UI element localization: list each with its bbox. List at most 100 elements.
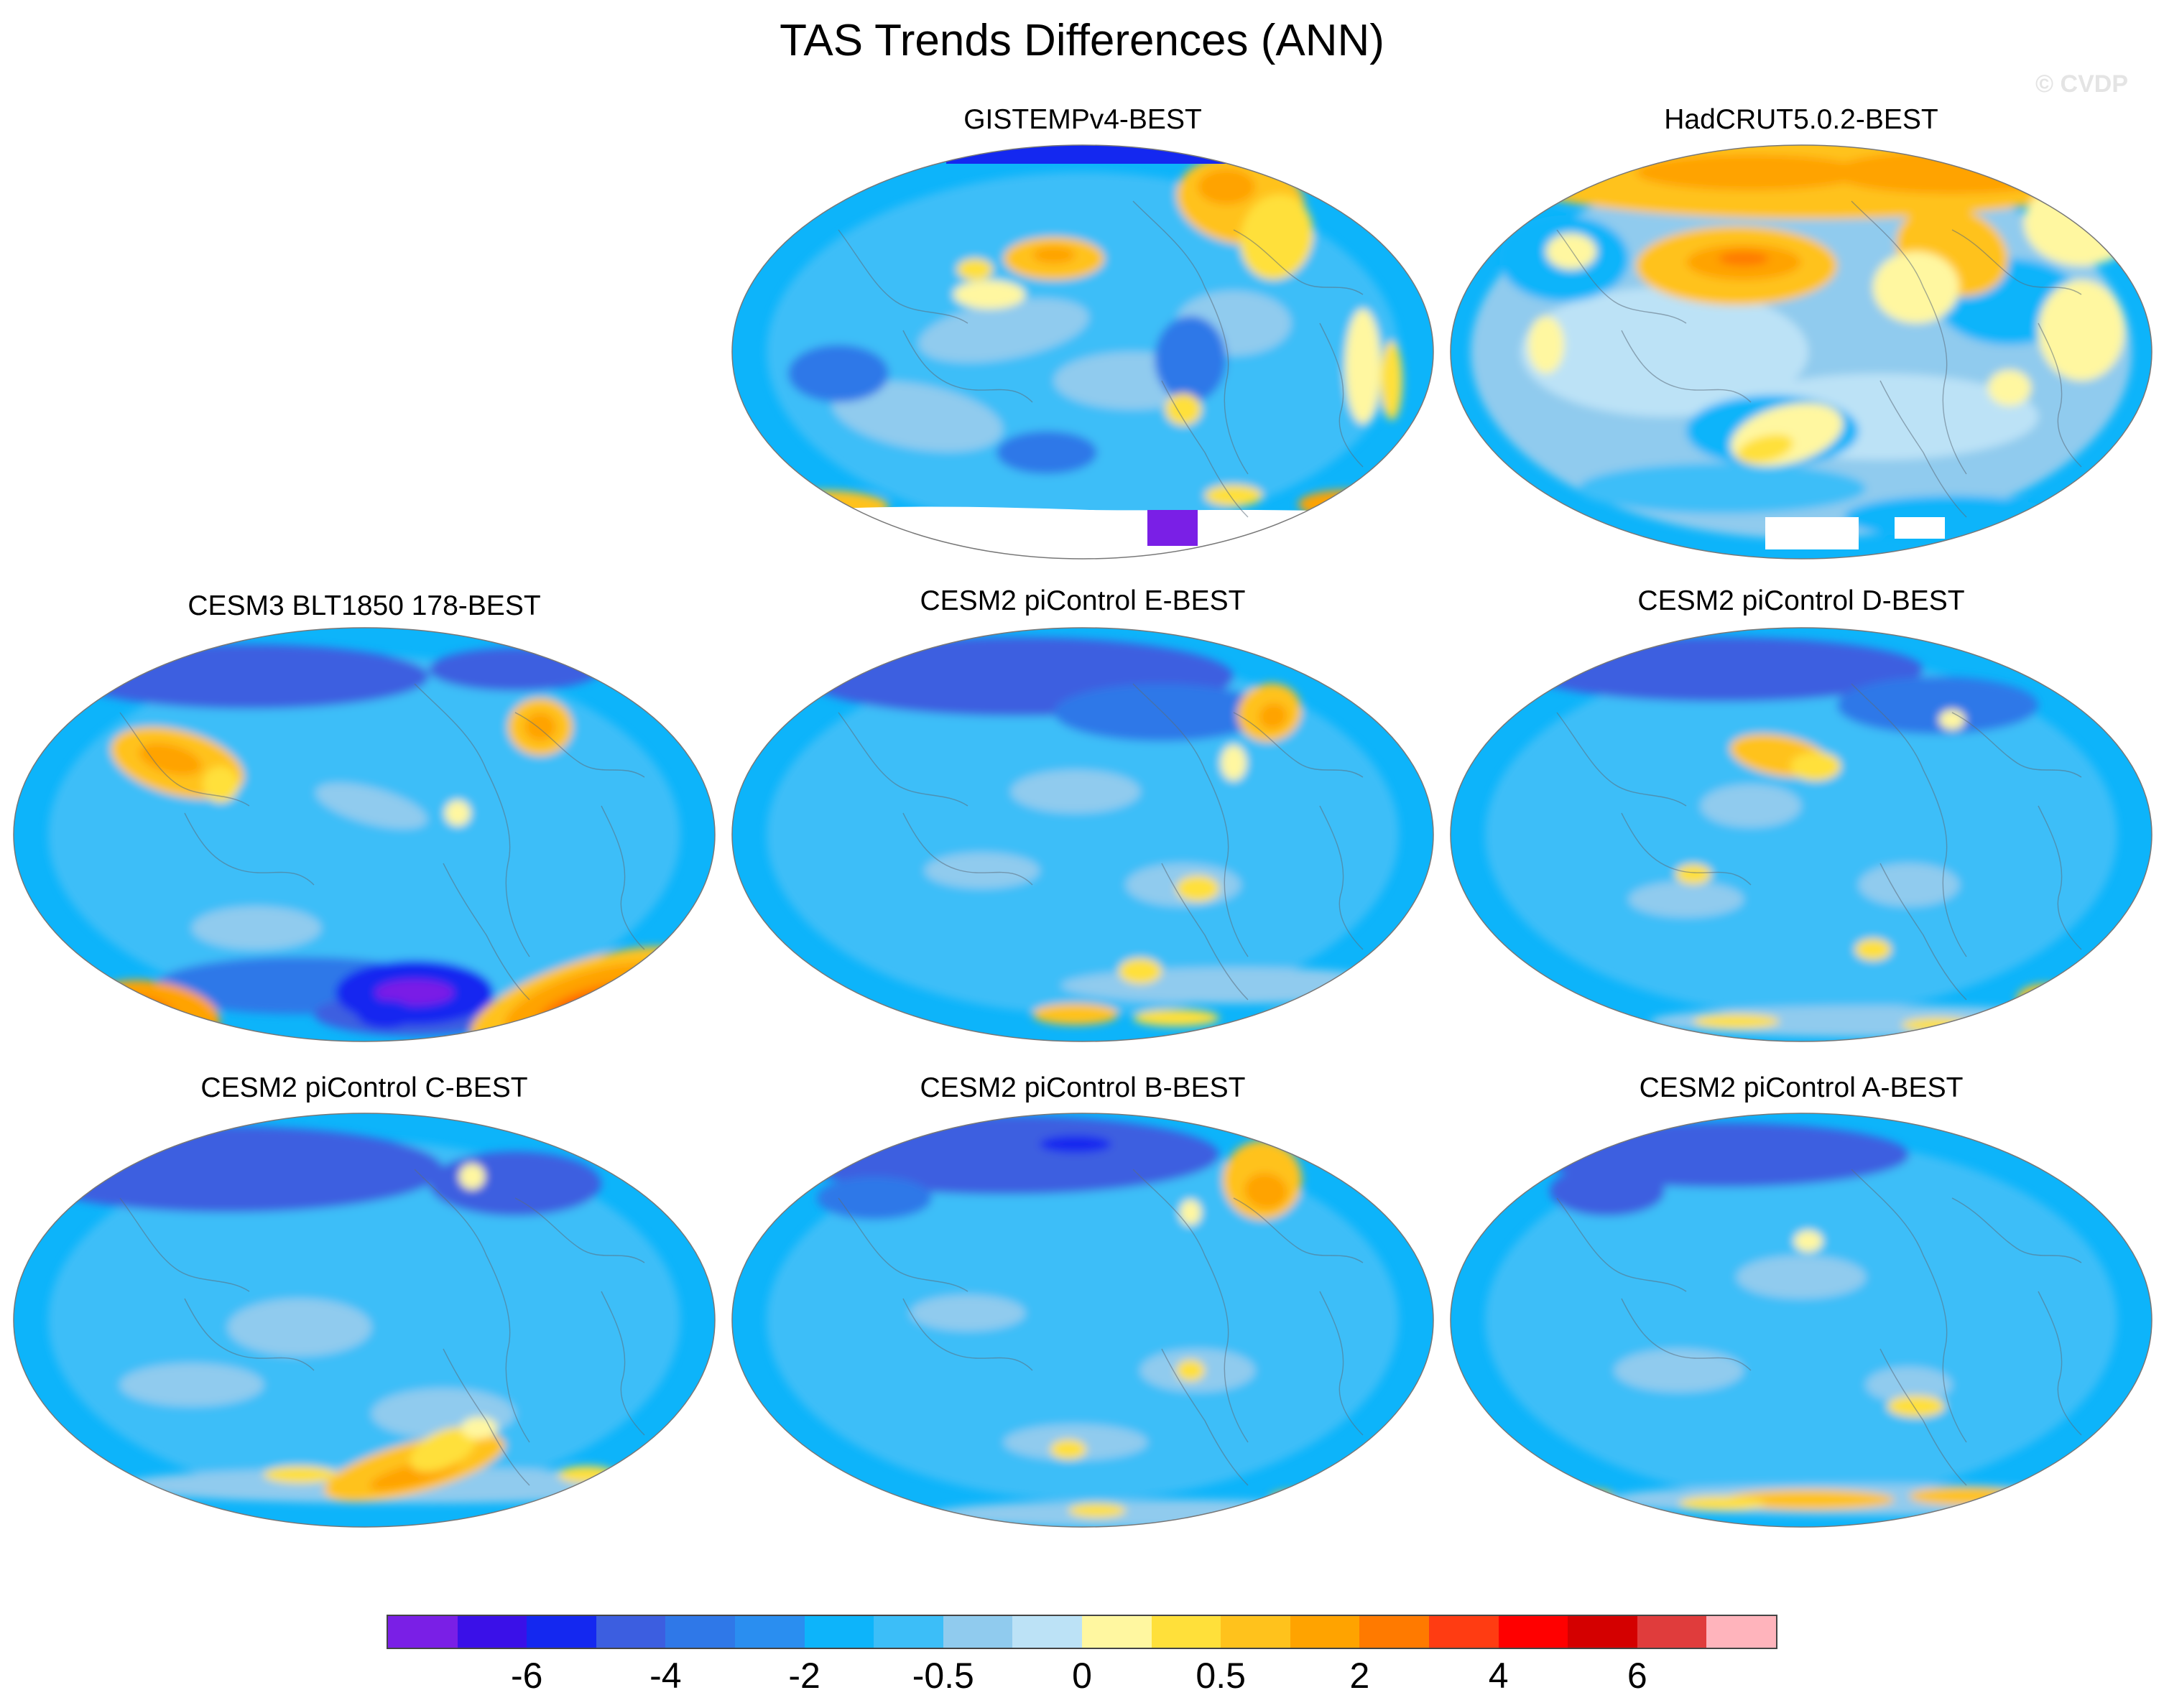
contour-region-pale	[910, 1295, 1025, 1331]
contour-region-navy	[70, 644, 429, 709]
contour-region-yellow	[558, 1466, 616, 1483]
contour-region-navy	[14, 1126, 443, 1212]
map-outline	[731, 1113, 1434, 1528]
coastline	[414, 1169, 530, 1443]
coastline	[1879, 1348, 1967, 1486]
contour-region-yellow	[1381, 341, 1402, 420]
coastline	[443, 863, 530, 1001]
contour-region-gold	[2017, 984, 2074, 1016]
coastline	[1621, 812, 1752, 886]
coastline	[1161, 1348, 1249, 1486]
contour-region-yellow	[1068, 1503, 1126, 1518]
contour-region-yellow	[1176, 1360, 1205, 1381]
colorbar-box-2	[457, 1616, 527, 1648]
missing-data-region	[2002, 524, 2042, 546]
contour-region-orange	[139, 743, 202, 776]
watermark: © CVDP	[2035, 70, 2128, 98]
contour-region-yellow	[1165, 394, 1201, 425]
contour-region-yellow	[1887, 1396, 1945, 1417]
coastline	[838, 712, 968, 807]
contour-region-pale	[120, 1363, 264, 1406]
map-hadcrut	[1450, 144, 2153, 560]
colorbar-box-5	[665, 1616, 735, 1648]
coastline	[443, 1348, 530, 1486]
contour-region-pale	[1061, 967, 1406, 1003]
coastline	[1851, 1169, 1967, 1443]
contour-region-orange	[1198, 169, 1255, 205]
coastline	[1556, 712, 1687, 807]
contour-region-yellow	[203, 766, 239, 802]
coastline	[1851, 200, 1967, 475]
contour-region-darkblue	[1837, 677, 2038, 734]
coastline	[601, 1291, 645, 1436]
contour-region-light	[767, 1141, 1399, 1500]
map-gistemp	[731, 144, 1434, 560]
coastline	[601, 805, 645, 950]
contour-region-gold	[759, 491, 889, 522]
map-outline	[731, 144, 1434, 560]
map-outline	[1450, 627, 2153, 1042]
map-cesm2-c	[13, 1113, 716, 1528]
contour-region-darkorange	[1719, 251, 1769, 266]
colorbar-box-16	[1428, 1616, 1499, 1648]
contour-region-lightyellow	[953, 280, 1025, 309]
contour-region-pale	[932, 1500, 1392, 1527]
coastline	[514, 1197, 645, 1263]
contour-region-lightyellow	[459, 1164, 485, 1189]
panel-title-hadcrut: HadCRUT5.0.2-BEST	[1664, 104, 1938, 135]
coastline	[1621, 1298, 1752, 1371]
contour-region-yellow	[1133, 1009, 1219, 1026]
map-outline	[1450, 144, 2153, 560]
map-outline	[13, 627, 716, 1042]
map-cesm2-b	[731, 1113, 1434, 1528]
figure-title: TAS Trends Differences (ANN)	[780, 16, 1384, 65]
coastline	[1879, 863, 1967, 1001]
contour-region-orange	[1032, 246, 1076, 264]
coastline	[1951, 1197, 2082, 1263]
contour-region-lightyellow	[1873, 251, 1959, 323]
colorbar-box-3	[527, 1616, 596, 1648]
contour-region-pale	[1737, 1256, 1866, 1299]
colorbar-box-10	[1012, 1616, 1082, 1648]
contour-region-pale	[1629, 881, 1744, 917]
contour-region-deep	[357, 1000, 415, 1029]
arctic-band	[946, 145, 1248, 164]
colorbar	[387, 1615, 1777, 1649]
contour-region-yellow	[1050, 1439, 1086, 1459]
coastline	[1161, 863, 1249, 1001]
colorbar-label: 4	[1488, 1656, 1509, 1696]
contour-region-yellow	[1240, 194, 1313, 280]
missing-data-region	[732, 506, 1433, 559]
contour-region-purple	[375, 980, 454, 1006]
contour-region-yellow	[410, 1427, 477, 1472]
contour-region-verypale	[1521, 287, 1808, 417]
contour-region-orange	[524, 713, 556, 741]
contour-region-yellow	[1119, 958, 1162, 984]
contour-region-light	[767, 655, 1399, 1014]
contour-region-darkblue	[997, 431, 1097, 474]
coastline	[1233, 712, 1364, 778]
map-cesm3	[13, 627, 716, 1042]
coastline	[838, 229, 968, 324]
contour-region-yellow	[1679, 1496, 1765, 1510]
contour-region-lightyellow	[461, 1417, 497, 1439]
coastline	[2038, 805, 2082, 950]
contour-region-yellow	[2002, 1491, 2074, 1508]
map-cesm2-a	[1450, 1113, 2153, 1528]
contour-region-darkblue	[788, 345, 889, 402]
contour-region-pale	[925, 853, 1040, 888]
contour-region-pale	[315, 783, 427, 829]
contour-region-yellow	[1338, 1495, 1388, 1512]
panel-title-cesm2-a: CESM2 piControl A-BEST	[1639, 1072, 1964, 1103]
colorbar-box-7	[804, 1616, 874, 1648]
contour-region-yellow	[264, 1466, 336, 1483]
contour-region-lightyellow	[1528, 316, 1564, 373]
missing-data-region	[1765, 517, 1859, 549]
contour-region-pale	[1866, 1367, 1952, 1403]
coastline	[1879, 380, 1967, 518]
coastline	[184, 812, 315, 886]
colorbar-box-11	[1081, 1616, 1152, 1648]
panel-title-cesm2-d: CESM2 piControl D-BEST	[1637, 585, 1965, 616]
map-outline	[13, 1113, 716, 1528]
colorbar-box-9	[943, 1616, 1013, 1648]
